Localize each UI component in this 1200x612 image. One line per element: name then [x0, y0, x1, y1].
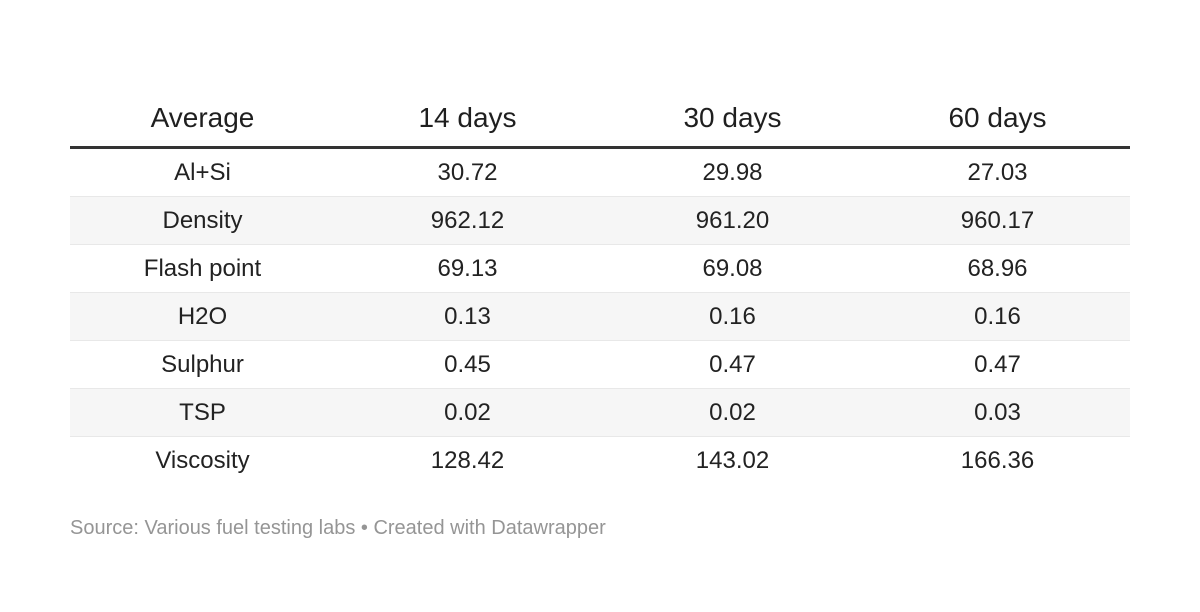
value-cell: 0.03: [865, 388, 1130, 437]
table-row: Viscosity 128.42 143.02 166.36: [70, 437, 1130, 485]
table-row: H2O 0.13 0.16 0.16: [70, 292, 1130, 341]
data-table-container: Average 14 days 30 days 60 days Al+Si 30.…: [70, 90, 1130, 484]
row-label-cell: Sulphur: [70, 340, 335, 389]
value-cell: 128.42: [430, 446, 505, 474]
value-cell: 68.96: [865, 244, 1130, 293]
value-cell: 0.02: [335, 388, 600, 437]
value-cell: 29.98: [600, 147, 865, 197]
column-header-60-days: 60 days: [865, 90, 1130, 149]
row-label-cell: Density: [70, 196, 335, 245]
row-label-cell: TSP: [70, 388, 335, 437]
value-cell: 962.12: [335, 196, 600, 245]
value-cell: 0.13: [335, 292, 600, 341]
value-cell: 0.47: [865, 340, 1130, 389]
row-label-cell: Flash point: [70, 244, 335, 293]
value-cell: 166.36: [960, 446, 1035, 474]
table-row: Al+Si 30.72 29.98 27.03: [70, 147, 1130, 197]
value-cell: 960.17: [865, 196, 1130, 245]
table-row: Flash point 69.13 69.08 68.96: [70, 244, 1130, 293]
value-cell: 0.45: [335, 340, 600, 389]
row-label-cell: Viscosity: [155, 446, 250, 474]
column-header-30-days: 30 days: [600, 90, 865, 149]
data-table: Average 14 days 30 days 60 days Al+Si 30.…: [70, 90, 1130, 484]
row-label-cell: H2O: [70, 292, 335, 341]
value-cell: 30.72: [335, 147, 600, 197]
value-cell: 0.16: [865, 292, 1130, 341]
table-row: TSP 0.02 0.02 0.03: [70, 388, 1130, 437]
value-cell: 69.08: [600, 244, 865, 293]
value-cell: 961.20: [600, 196, 865, 245]
table-row: Density 962.12 961.20 960.17: [70, 196, 1130, 245]
value-cell: 143.02: [695, 446, 770, 474]
table-body: Al+Si 30.72 29.98 27.03 Density 962.12 961.20 9…: [70, 147, 1130, 485]
source-note: Source: Various fuel testing labs • Crea…: [70, 517, 606, 539]
value-cell: 69.13: [335, 244, 600, 293]
column-header-14-days: 14 days: [335, 90, 600, 149]
header-row: Average 14 days 30 days 60 days: [70, 90, 1130, 149]
value-cell: 0.47: [600, 340, 865, 389]
value-cell: 0.02: [600, 388, 865, 437]
value-cell: 27.03: [865, 147, 1130, 197]
row-label-cell: Al+Si: [70, 147, 335, 197]
column-header-average: Average: [70, 90, 335, 149]
value-cell: 0.16: [600, 292, 865, 341]
table-row: Sulphur 0.45 0.47 0.47: [70, 340, 1130, 389]
